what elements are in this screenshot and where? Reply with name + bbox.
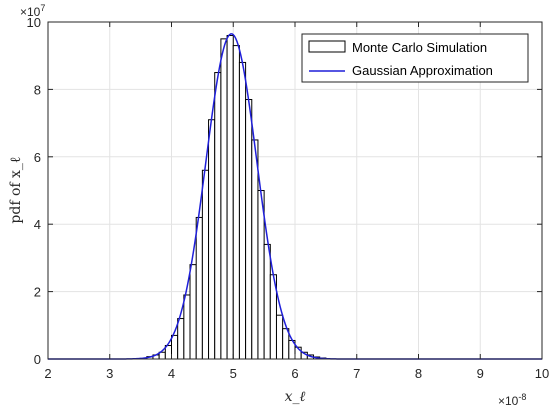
- axis-ticks: [47, 21, 543, 360]
- x-tick-label: 8: [415, 366, 422, 381]
- legend: Monte Carlo Simulation Gaussian Approxim…: [301, 33, 529, 83]
- histogram-bar: [189, 264, 197, 360]
- y-tick-label: 2: [34, 285, 41, 300]
- x-axis-label: x_ℓ: [285, 389, 306, 405]
- x-tick-labels: 2 3 4 5 6 7 8 9 10: [44, 366, 549, 381]
- x-tick-label: 10: [535, 366, 549, 381]
- histogram-bar: [275, 314, 284, 360]
- y-tick-label: 10: [27, 15, 41, 30]
- y-tick-label: 4: [34, 217, 41, 232]
- histogram-bar: [238, 61, 247, 360]
- histogram-bar: [220, 38, 228, 360]
- histogram-bar: [214, 72, 222, 360]
- x-tick-label: 9: [477, 366, 484, 381]
- bar-swatch-icon: [308, 40, 346, 53]
- x-tick-label: 6: [291, 366, 298, 381]
- histogram-bar: [177, 318, 185, 360]
- x-tick-label: 5: [230, 366, 237, 381]
- histogram-bar: [201, 169, 210, 360]
- x-tick-label: 4: [168, 366, 175, 381]
- y-tick-labels: 0 2 4 6 8 10: [27, 15, 41, 367]
- histogram-bar: [257, 190, 265, 360]
- y-tick-label: 0: [34, 352, 41, 367]
- histogram-bar: [195, 216, 203, 360]
- y-tick-label: 8: [34, 82, 41, 97]
- histogram-bar: [183, 294, 191, 360]
- x-tick-label: 3: [106, 366, 113, 381]
- histogram-bar: [282, 328, 290, 360]
- y-axis-label: pdf of x_ℓ: [8, 156, 24, 224]
- histogram-bar: [263, 243, 271, 360]
- histogram-bar: [226, 34, 234, 360]
- histogram-bar: [232, 45, 240, 360]
- y-scale-exponent: ×107: [20, 3, 45, 19]
- histogram-bar: [208, 119, 216, 360]
- x-scale-exponent: ×10-8: [498, 392, 526, 408]
- x-tick-label: 7: [353, 366, 360, 381]
- histogram-bar: [245, 99, 253, 360]
- legend-label-gaussian: Gaussian Approximation: [352, 63, 493, 78]
- legend-label-monte-carlo: Monte Carlo Simulation: [352, 40, 487, 55]
- histogram-bar: [171, 334, 179, 360]
- x-tick-label: 2: [44, 366, 51, 381]
- y-tick-label: 6: [34, 150, 41, 165]
- histogram-bar: [251, 139, 259, 360]
